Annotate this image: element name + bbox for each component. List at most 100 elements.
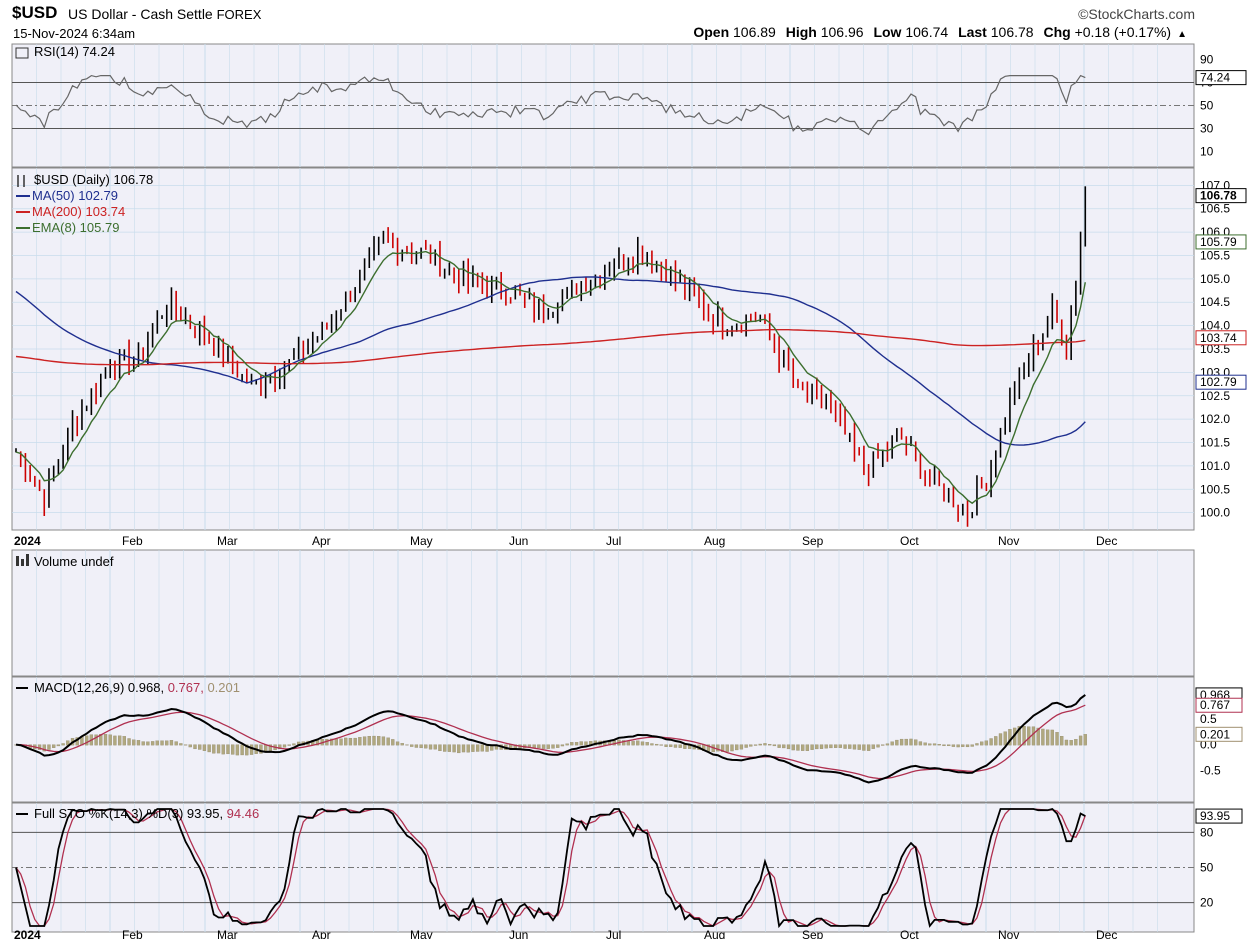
macd-hist-bar [730,744,734,752]
macd-hist-bar [970,744,974,747]
price-tick: 102.5 [1200,389,1230,403]
price-tick: 106.5 [1200,202,1230,216]
macd-hist-bar [424,744,428,749]
macd-hist-bar [127,738,131,746]
macd-hist-bar [1022,726,1026,746]
ema8-line [15,250,1086,505]
panel-macd [11,676,1195,803]
macd-line [15,694,1086,784]
macd-hist-bar [42,744,46,752]
macd-hist-bar [862,744,866,751]
macd-hist-bar [824,744,828,749]
macd-hist-bar [796,744,800,751]
macd-hist-bar [183,744,188,746]
macd-hist-bar [1008,729,1012,746]
month-label: Dec [1096,534,1117,548]
volume-icon [26,554,29,566]
open-value: 106.89 [733,24,776,40]
macd-hist-bar [395,741,400,746]
macd-hist-bar [819,744,824,749]
macd-hist-bar [984,740,989,746]
price-tick: 103.5 [1200,342,1230,356]
month-label: Oct [900,928,919,939]
instrument-name: US Dollar - Cash Settle FOREX [68,6,261,22]
chart-date: 15-Nov-2024 6:34am [13,26,136,41]
macd-hist-bar [344,737,348,746]
macd-hist-bar [947,744,951,747]
macd-hist-bar [683,744,687,749]
macd-hist-bar [358,737,362,746]
price-tick: 101.5 [1200,436,1230,450]
ma200-line [15,329,1086,366]
macd-hist-bar [287,744,291,746]
macd-hist-bar [744,744,748,748]
macd-hist-bar [169,740,174,746]
macd-hist-label: 0.201 [204,680,240,695]
last-value: 106.78 [990,24,1034,40]
price-tick: 101.0 [1200,459,1230,473]
macd-hist-bar [235,744,240,756]
month-label: Sep [802,534,824,548]
exchange: FOREX [216,7,262,22]
month-label: Sep [802,928,824,939]
macd-hist-bar [259,744,263,754]
rsi-line [15,74,1086,136]
macd-hist-bar [574,742,579,746]
macd-hist-bar [367,736,371,746]
sto-tick: 50 [1200,861,1214,875]
low-value: 106.74 [905,24,949,40]
macd-hist-bar [904,738,908,746]
macd-hist-bar [278,744,282,750]
rsi-tick: 50 [1200,99,1214,113]
symbol: $USD [12,3,58,22]
macd-hist-bar [640,741,645,746]
month-label: Mar [217,534,238,548]
macd-hist-bar [546,744,550,749]
macd-hist-bar [245,744,249,756]
macd-hist-bar [226,744,230,755]
macd-hist-bar [909,738,913,746]
month-label: Jun [509,928,528,939]
macd-hist-bar [282,744,287,748]
macd-hist-bar [829,744,833,749]
macd-hist-bar [791,744,795,751]
macd-hist-bar [885,743,890,746]
macd-hist-bar [221,744,225,755]
month-label: Dec [1096,928,1117,939]
sto-d-line [15,808,1086,927]
low-label: Low [873,24,902,40]
macd-hist-bar [735,744,739,751]
macd-hist-bar [720,744,725,752]
macd-hist-bar [980,741,984,746]
macd-hist-bar [410,744,414,747]
macd-hist-bar [753,744,758,746]
macd-hist-bar [749,744,753,747]
macd-hist-bar [61,743,65,746]
ma50-line [15,276,1086,446]
macd-hist-bar [659,744,663,746]
macd-hist-bar [815,744,819,750]
macd-hist-bar [942,744,946,747]
chg-label: Chg [1043,24,1071,40]
macd-hist-bar [772,744,777,747]
macd-hist-bar [207,744,211,753]
macd-hist-bar [678,744,682,748]
macd-hist-bar [292,743,296,746]
macd-hist-bar [249,744,254,755]
macd-hist-bar [914,739,918,746]
macd-hist-bar [565,743,569,746]
month-label: Mar [217,928,238,939]
rsi-tag-box [1195,70,1247,86]
macd-label: MACD(12,26,9) 0.968, 0.767, 0.201 [34,680,240,695]
macd-tick: -0.5 [1200,763,1221,777]
macd-hist-bar [636,740,640,746]
macd-hist-bar [165,740,169,746]
volume-icon [21,559,24,566]
macd-hist-bar [923,742,927,746]
macd-hist-bar [150,741,155,746]
macd-hist-bar [881,744,885,746]
macd-hist-bar [108,734,112,746]
macd-hist-bar [132,739,136,746]
macd-hist-bar [975,743,979,746]
macd-hist-bar [1064,739,1069,746]
